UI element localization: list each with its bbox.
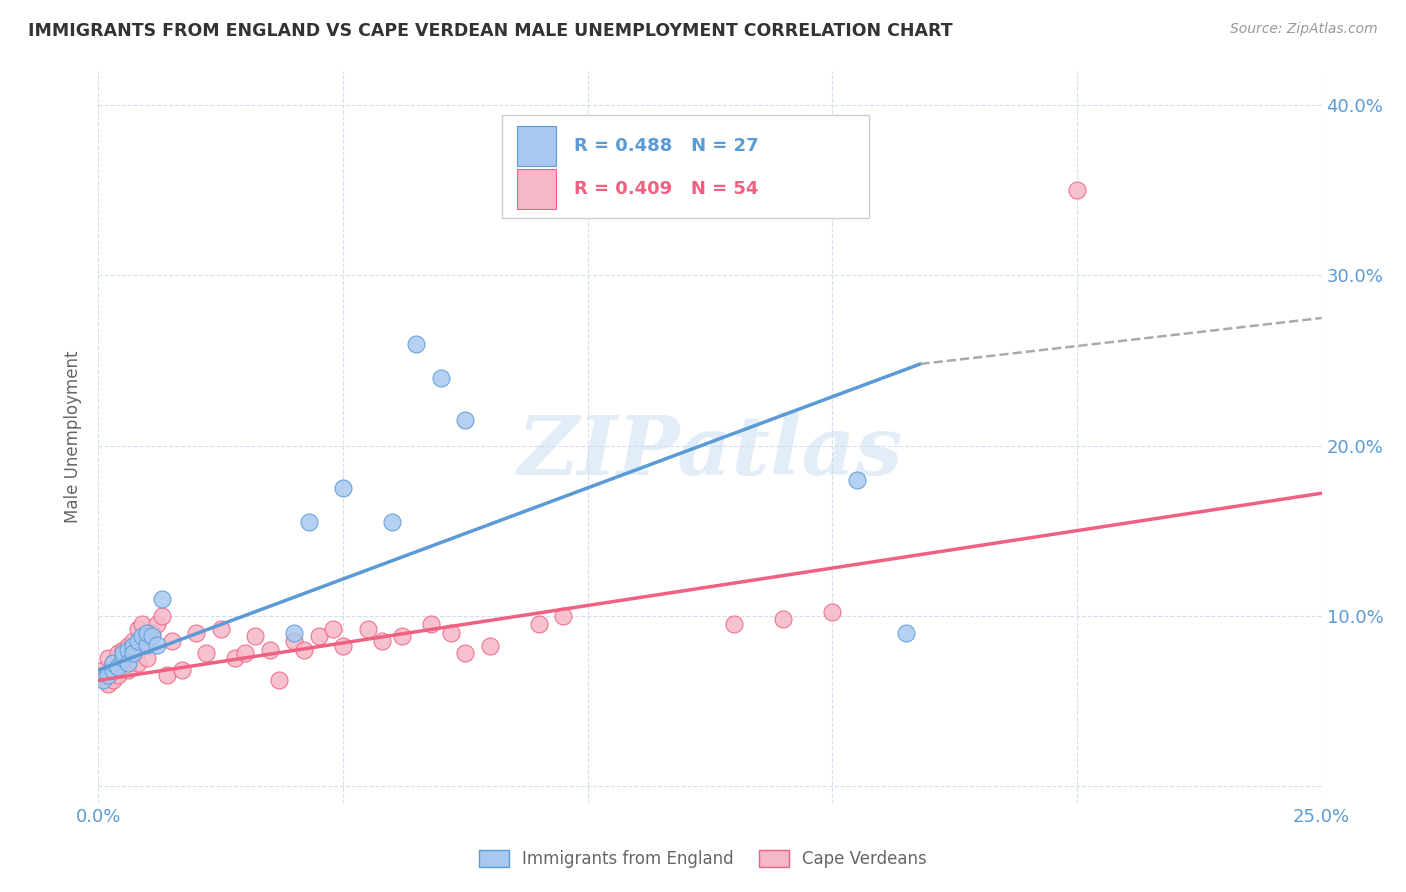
Point [391,629,413,643]
Point [233,646,256,660]
Point [440,625,463,640]
Point [111,651,134,665]
Point [101,657,124,671]
Point [527,617,550,632]
Y-axis label: Male Unemployment: Male Unemployment [65,351,83,524]
Point [298,515,321,529]
Point [269,673,291,688]
Point [141,629,163,643]
Point [332,481,354,495]
Point [821,605,844,619]
Point [136,634,159,648]
Point [97,668,120,682]
Point [101,663,124,677]
Point [420,617,443,632]
Point [308,629,330,643]
Bar [517,126,555,167]
Point [454,646,477,660]
Point [111,659,134,673]
Point [127,657,149,671]
Point [141,625,163,640]
Point [101,657,124,671]
Point [111,642,134,657]
Point [97,651,120,665]
Point [283,625,305,640]
Point [186,625,208,640]
Point [107,659,129,673]
Text: R = 0.409   N = 54: R = 0.409 N = 54 [574,180,759,198]
Point [332,640,354,654]
Point [150,608,173,623]
Point [127,622,149,636]
Point [121,646,143,660]
Point [127,634,149,648]
Point [894,625,917,640]
Point [259,642,281,657]
Point [121,646,143,660]
Point [356,622,378,636]
Point [478,640,501,654]
Point [121,640,143,654]
Point [146,617,169,632]
Text: ZIPatlas: ZIPatlas [517,412,903,491]
Point [772,612,794,626]
Point [381,515,404,529]
Point [136,638,159,652]
Point [371,634,394,648]
Point [111,651,134,665]
Point [117,640,139,654]
Point [322,622,344,636]
Bar [517,169,555,209]
Point [1066,183,1088,197]
Point [845,473,868,487]
Point [121,634,143,648]
Point [209,622,232,636]
Point [117,642,139,657]
Point [127,642,149,657]
Point [101,673,124,688]
Point [107,668,129,682]
Point [131,617,153,632]
Point [723,617,745,632]
Point [117,657,139,671]
Text: Source: ZipAtlas.com: Source: ZipAtlas.com [1230,22,1378,37]
Text: R = 0.488   N = 27: R = 0.488 N = 27 [574,137,759,155]
Point [136,625,159,640]
Point [405,336,427,351]
Point [111,646,134,660]
Point [91,668,114,682]
Point [117,663,139,677]
Point [170,663,193,677]
Point [430,370,453,384]
Point [156,668,179,682]
Legend: Immigrants from England, Cape Verdeans: Immigrants from England, Cape Verdeans [472,843,934,875]
Point [131,629,153,643]
Point [97,677,120,691]
Point [150,591,173,606]
Point [292,642,315,657]
Point [101,663,124,677]
Point [243,629,266,643]
Point [136,651,159,665]
Point [553,608,575,623]
Point [224,651,246,665]
Point [454,413,477,427]
Point [91,673,114,688]
Text: IMMIGRANTS FROM ENGLAND VS CAPE VERDEAN MALE UNEMPLOYMENT CORRELATION CHART: IMMIGRANTS FROM ENGLAND VS CAPE VERDEAN … [28,22,953,40]
Point [160,634,183,648]
Point [146,638,169,652]
Point [91,663,114,677]
FancyBboxPatch shape [502,115,869,218]
Point [283,634,305,648]
Point [195,646,218,660]
Point [107,646,129,660]
